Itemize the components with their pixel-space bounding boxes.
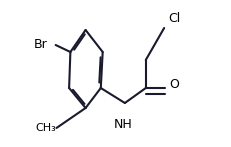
Text: NH: NH	[114, 118, 132, 131]
Text: Cl: Cl	[167, 11, 179, 25]
Text: O: O	[168, 78, 178, 91]
Text: Br: Br	[34, 39, 47, 51]
Text: CH₃: CH₃	[36, 123, 56, 133]
